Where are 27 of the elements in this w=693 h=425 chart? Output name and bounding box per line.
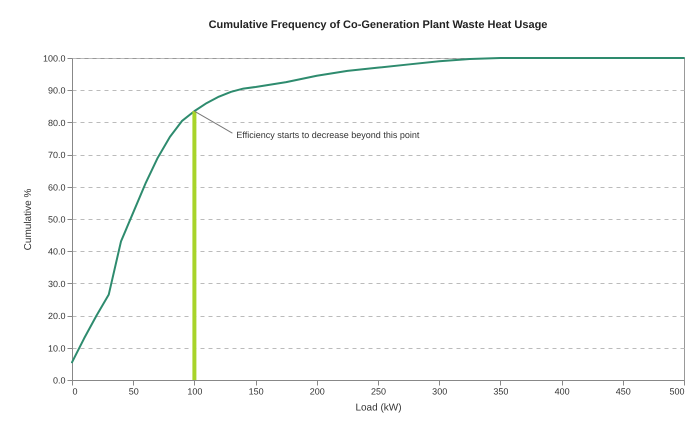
x-tick-label: 0 xyxy=(72,386,78,396)
line-series xyxy=(71,57,685,364)
x-tick-label: 100 xyxy=(187,386,202,396)
x-tick-label: 200 xyxy=(310,386,325,396)
y-tick-label: 20.0 xyxy=(48,311,66,322)
y-tick-label: 10.0 xyxy=(48,343,66,354)
y-tick-label: 50.0 xyxy=(48,214,66,224)
annotation: Efficiency starts to decrease beyond this point xyxy=(236,130,420,140)
y-tick-label: 30.0 xyxy=(48,278,66,289)
y-tick-label: 60.0 xyxy=(48,182,66,192)
x-tick-label: 250 xyxy=(370,386,386,396)
y-tick-label: 90.0 xyxy=(48,86,66,96)
y-tick-label: 100.0 xyxy=(42,54,66,64)
y-axis-title: Cumulative % xyxy=(22,188,34,250)
y-tick-label: 70.0 xyxy=(48,150,66,160)
x-tick-label: 150 xyxy=(248,386,264,396)
x-tick-label: 50 xyxy=(128,386,139,396)
x-axis-title: Load (kW) xyxy=(355,402,402,414)
y-tick-label: 40.0 xyxy=(48,246,66,257)
x-tick-label: 500 xyxy=(669,386,684,396)
y-tick-label: 80.0 xyxy=(48,118,66,128)
chart-title: Cumulative Frequency of Co-Generation Plant Waste Heat Usage xyxy=(208,19,548,31)
x-tick-label: 400 xyxy=(554,386,570,396)
x-tick-label: 450 xyxy=(616,386,631,396)
x-tick-label: 300 xyxy=(432,386,448,396)
y-tick-label: 0.0 xyxy=(52,376,66,386)
x-tick-label: 350 xyxy=(493,386,508,396)
